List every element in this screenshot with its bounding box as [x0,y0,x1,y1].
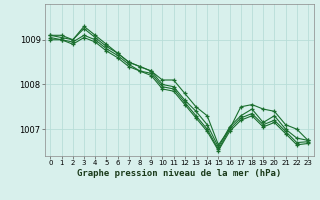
X-axis label: Graphe pression niveau de la mer (hPa): Graphe pression niveau de la mer (hPa) [77,169,281,178]
